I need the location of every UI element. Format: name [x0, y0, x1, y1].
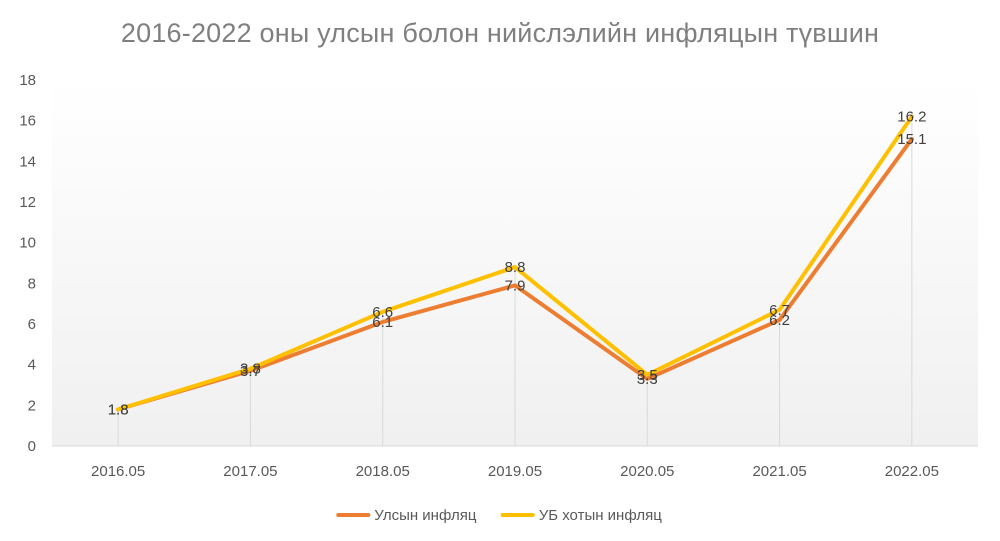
- data-label: 6.1: [372, 314, 393, 331]
- data-label: 16.2: [897, 109, 926, 126]
- data-label: 8.8: [505, 259, 526, 276]
- y-tick-label: 14: [19, 153, 36, 170]
- drop-lines: [117, 116, 913, 446]
- data-label: 6.7: [769, 302, 790, 319]
- data-label: 1.8: [108, 401, 129, 418]
- y-tick-label: 2: [28, 397, 36, 414]
- data-label: 6.6: [372, 304, 393, 321]
- y-tick-label: 6: [28, 316, 36, 333]
- x-tick-label: 2017.05: [223, 463, 277, 480]
- y-tick-label: 12: [19, 194, 36, 211]
- data-label: 3.8: [240, 361, 261, 378]
- data-label: 6.2: [769, 312, 790, 329]
- x-tick-label: 2020.05: [620, 463, 674, 480]
- chart-title: 2016-2022 оны улсын болон нийслэлийн инф…: [120, 18, 880, 48]
- x-tick-label: 2022.05: [885, 463, 939, 480]
- legend-label: УБ хотын инфляц: [539, 507, 663, 524]
- legend-label: Улсын инфляц: [374, 507, 477, 524]
- data-label: 3.5: [637, 367, 658, 384]
- data-label: 1.8: [108, 401, 129, 418]
- y-tick-label: 8: [28, 275, 36, 292]
- x-tick-label: 2016.05: [91, 463, 145, 480]
- data-label: 15.1: [897, 131, 926, 148]
- x-tick-label: 2021.05: [752, 463, 806, 480]
- y-tick-label: 16: [19, 113, 36, 130]
- y-tick-label: 18: [19, 72, 36, 89]
- series-group: [116, 114, 914, 412]
- x-tick-label: 2018.05: [356, 463, 410, 480]
- x-axis-ticks: 2016.05 2017.05 2018.05 2019.05 2020.05 2021.…: [91, 463, 939, 480]
- data-label: 3.3: [637, 371, 658, 388]
- x-tick-label: 2019.05: [488, 463, 542, 480]
- y-tick-label: 0: [28, 438, 36, 455]
- y-tick-label: 4: [28, 357, 36, 374]
- data-label: 3.7: [240, 363, 261, 380]
- data-labels: 1.83.76.17.93.36.215.11.83.86.68.83.56.7…: [108, 109, 927, 419]
- y-axis-ticks: 0 2 4 6 8 10 12 14 16 18: [19, 72, 36, 455]
- series-line-1: [116, 114, 914, 412]
- legend: Улсын инфляц УБ хотын инфляц: [336, 507, 663, 524]
- y-tick-label: 10: [19, 235, 36, 252]
- data-label: 7.9: [505, 277, 526, 294]
